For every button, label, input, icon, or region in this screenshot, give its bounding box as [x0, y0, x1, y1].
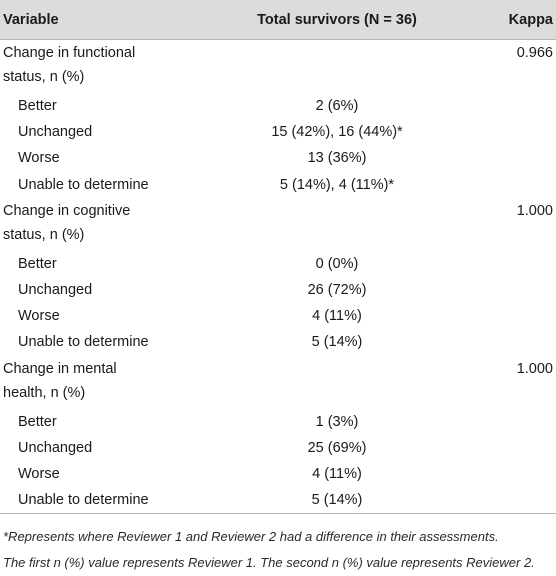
group-label-line-1: Change in functional [3, 45, 136, 61]
footnote-line-2: The first n (%) value represents Reviewe… [3, 555, 535, 571]
kappa-value: 1.000 [516, 202, 553, 219]
table-row: Unable to determine 5 (14%) [0, 487, 556, 515]
group-row: Change in mental health, n (%) 1.000 [0, 356, 556, 409]
row-kappa-empty [482, 119, 556, 145]
row-label: Unable to determine [18, 176, 149, 193]
row-value: 5 (14%) [311, 334, 363, 351]
row-kappa-empty [482, 145, 556, 171]
row-label: Better [18, 413, 57, 430]
group-label: Change in cognitive status, n (%) [0, 198, 192, 251]
row-value: 4 (11%) [312, 466, 362, 483]
row-label: Unchanged [18, 439, 93, 456]
table-body: Change in functional status, n (%) 0.966 Be… [0, 40, 556, 515]
header-variable: Variable [0, 0, 192, 40]
row-kappa-empty [482, 329, 556, 355]
row-label: Worse [18, 308, 60, 325]
row-label: Unchanged [18, 282, 93, 299]
table-row: Worse 4 (11%) [0, 303, 556, 329]
row-value: 13 (36%) [307, 150, 367, 167]
table-header: Variable Total survivors (N = 36) Kappa [0, 0, 556, 40]
row-kappa-empty [482, 409, 556, 435]
group-label-line-1: Change in cognitive [3, 202, 131, 219]
row-label: Unchanged [18, 124, 93, 141]
row-value: 1 (3%) [315, 413, 359, 430]
row-label: Unable to determine [18, 334, 149, 351]
row-kappa-empty [482, 461, 556, 487]
row-label: Worse [18, 150, 60, 167]
row-label: Better [18, 255, 57, 272]
row-kappa-empty [482, 251, 556, 277]
row-label: Worse [18, 466, 60, 483]
results-table: Variable Total survivors (N = 36) Kappa … [0, 0, 556, 515]
group-label-line-2: status, n (%) [3, 69, 85, 85]
row-label: Unable to determine [0, 487, 192, 515]
table-row: Unchanged 26 (72%) [0, 277, 556, 303]
footnote-line-1: *Represents where Reviewer 1 and Reviewe… [3, 529, 499, 545]
row-value: 4 (11%) [312, 308, 362, 325]
group-label: Change in functional status, n (%) [0, 40, 192, 94]
group-label-line-2: status, n (%) [3, 226, 85, 243]
row-kappa-empty [482, 172, 556, 198]
table-row: Better 0 (0%) [0, 251, 556, 277]
row-kappa-empty [482, 93, 556, 119]
table-row: Unchanged 15 (42%), 16 (44%)* [0, 119, 556, 145]
group-total-empty [192, 40, 482, 94]
row-value: 26 (72%) [307, 282, 367, 299]
table-row: Worse 13 (36%) [0, 145, 556, 171]
group-row: Change in functional status, n (%) 0.966 [0, 40, 556, 94]
table-footnote: *Represents where Reviewer 1 and Reviewe… [0, 514, 556, 576]
row-kappa-empty [482, 435, 556, 461]
row-value: 5 (14%), 4 (11%)* [279, 176, 395, 193]
group-total-empty [192, 198, 482, 251]
table-row: Worse 4 (11%) [0, 461, 556, 487]
row-value: 2 (6%) [315, 98, 359, 114]
table-row: Unchanged 25 (69%) [0, 435, 556, 461]
row-kappa-empty [482, 277, 556, 303]
row-value: 25 (69%) [307, 439, 367, 456]
row-kappa-empty [482, 487, 556, 515]
table-row: Better 2 (6%) [0, 93, 556, 119]
table-row: Better 1 (3%) [0, 409, 556, 435]
row-value: 5 (14%) [192, 487, 482, 515]
table-row: Unable to determine 5 (14%) [0, 329, 556, 355]
row-value: 0 (0%) [315, 255, 359, 272]
group-label: Change in mental health, n (%) [0, 356, 192, 409]
group-row: Change in cognitive status, n (%) 1.000 [0, 198, 556, 251]
table-row: Unable to determine 5 (14%), 4 (11%)* [0, 172, 556, 198]
group-label-line-2: health, n (%) [3, 384, 86, 401]
row-value: 15 (42%), 16 (44%)* [271, 124, 403, 141]
row-label: Better [18, 98, 57, 114]
header-total-survivors: Total survivors (N = 36) [192, 0, 482, 40]
group-total-empty [192, 356, 482, 409]
header-kappa: Kappa [482, 0, 556, 40]
header-row: Variable Total survivors (N = 36) Kappa [0, 0, 556, 40]
kappa-value: 1.000 [516, 360, 553, 377]
kappa-value: 0.966 [516, 45, 553, 61]
row-kappa-empty [482, 303, 556, 329]
group-label-line-1: Change in mental [3, 360, 117, 377]
